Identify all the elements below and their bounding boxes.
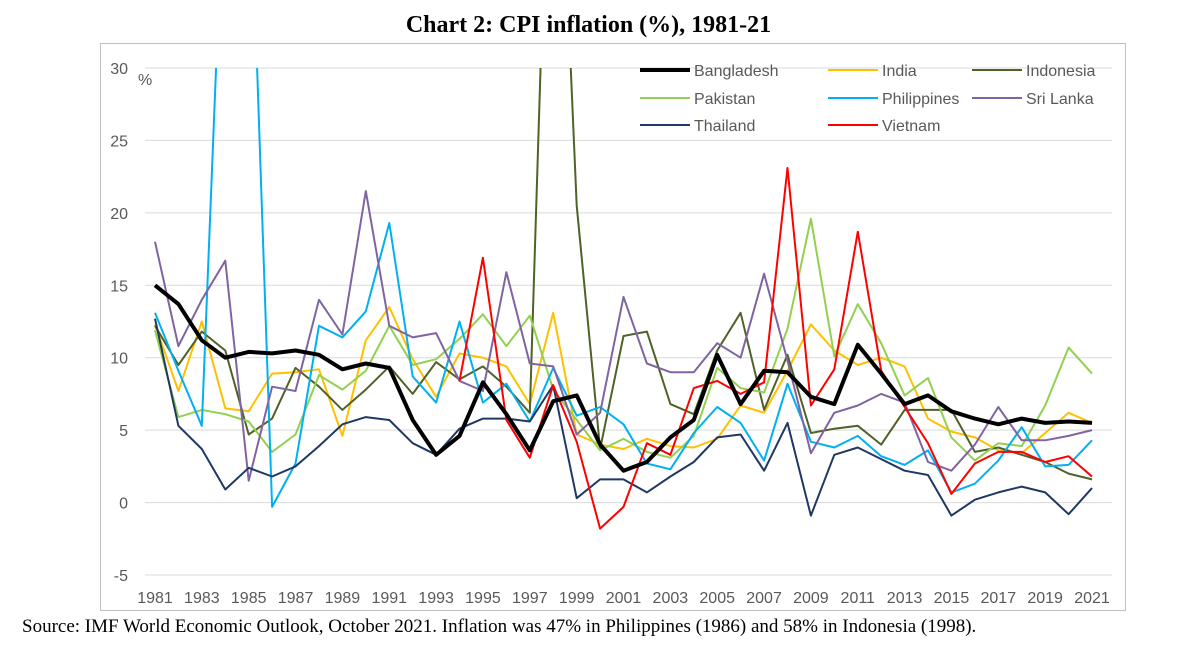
x-tick-label-2007: 2007 [746,590,782,607]
x-tick-label-1993: 1993 [418,590,454,607]
y-tick-label-0: 0 [119,496,128,513]
legend-label-philippines: Philippines [882,91,959,108]
x-tick-label-2009: 2009 [793,590,829,607]
x-tick-label-1995: 1995 [465,590,501,607]
series-line-india [154,306,1093,455]
legend-label-pakistan: Pakistan [694,91,755,108]
x-tick-label-1983: 1983 [184,590,220,607]
legend-label-india: India [882,63,917,80]
x-tick-label-2011: 2011 [841,590,876,607]
y-tick-label-25: 25 [110,133,128,150]
y-tick-label-30: 30 [110,61,128,78]
y-tick-label-5: 5 [119,423,128,440]
x-tick-label-2013: 2013 [887,590,923,607]
x-tick-label-2001: 2001 [606,590,642,607]
series-line-vietnam [458,167,1093,530]
y-tick-label-20: 20 [110,206,128,223]
legend-label-indonesia: Indonesia [1026,63,1095,80]
series-line-indonesia [154,68,1093,481]
x-tick-label-1997: 1997 [512,590,548,607]
x-tick-label-1989: 1989 [325,590,361,607]
x-tick-label-2003: 2003 [653,590,689,607]
x-tick-label-2015: 2015 [934,590,970,607]
x-tick-label-1991: 1991 [371,590,407,607]
legend-label-bangladesh: Bangladesh [694,63,779,80]
series-line-sri-lanka [154,190,1093,482]
y-tick-label--5: -5 [114,568,128,585]
source-note: Source: IMF World Economic Outlook, Octo… [22,616,977,637]
x-tick-label-2021: 2021 [1074,590,1110,607]
y-axis-unit-label: % [138,72,152,89]
y-tick-label-15: 15 [110,278,128,295]
chart-title: Chart 2: CPI inflation (%), 1981-21 [405,12,772,38]
x-tick-label-1999: 1999 [559,590,595,607]
x-tick-label-2019: 2019 [1027,590,1063,607]
series-line-thailand [154,318,1093,517]
series-line-pakistan [154,217,1093,462]
x-tick-label-1981: 1981 [137,590,173,607]
x-tick-label-2017: 2017 [981,590,1017,607]
x-tick-label-2005: 2005 [699,590,735,607]
legend-label-thailand: Thailand [694,118,755,135]
x-tick-label-1985: 1985 [231,590,267,607]
y-tick-label-10: 10 [110,351,128,368]
chart-frame [100,43,1126,611]
legend-label-vietnam: Vietnam [882,118,940,135]
legend-label-sri-lanka: Sri Lanka [1026,91,1094,108]
series-line-bangladesh [153,283,1093,473]
x-tick-label-1987: 1987 [278,590,314,607]
